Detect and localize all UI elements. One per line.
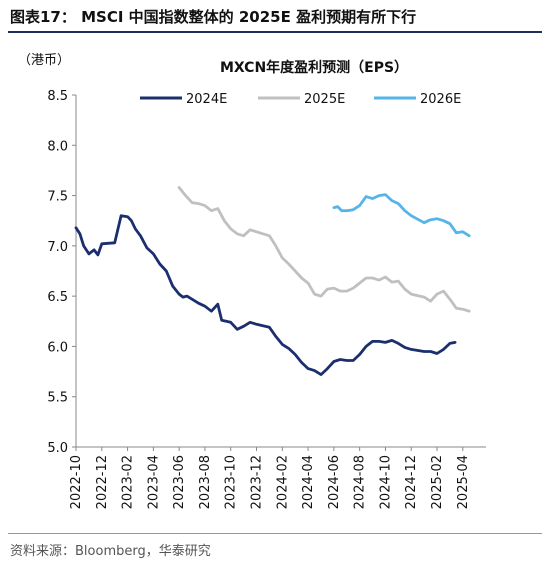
x-tick-label: 2023-04 [146,455,161,509]
series-layer [74,186,471,376]
x-tick-label: 2023-06 [172,455,187,509]
y-unit-label: （港币） [18,53,70,68]
x-tick-label: 2025-02 [430,455,445,509]
series-line-2026E [332,193,471,238]
series-line-2025E [177,186,471,313]
x-tick-label: 2023-12 [250,455,265,509]
x-tick-label: 2023-08 [198,455,213,509]
x-tick-label: 2024-10 [378,455,393,509]
x-tick-label: 2024-04 [301,455,316,509]
legend-label-2025E: 2025E [304,92,345,107]
x-tick-label: 2025-04 [456,455,471,509]
chart-title: MXCN年度盈利预测（EPS） [220,59,408,76]
x-tick-label: 2022-10 [69,455,84,509]
source-rule [8,533,542,534]
y-tick-label: 5.0 [47,441,68,456]
figure-title: 图表17： MSCI 中国指数整体的 2025E 盈利预期有所下行 [10,8,417,26]
y-tick-label: 6.0 [47,340,68,355]
x-tick-label: 2024-06 [327,455,342,509]
x-tick-label: 2024-02 [275,455,290,509]
y-tick-label: 7.5 [47,190,68,205]
legend-label-2026E: 2026E [420,92,461,107]
legend-label-2024E: 2024E [186,92,227,107]
y-tick-label: 5.5 [47,391,68,406]
x-tick-label: 2023-02 [121,455,136,509]
series-line-2024E [74,214,457,376]
x-tick-label: 2022-12 [95,455,110,509]
y-tick-label: 6.5 [47,290,68,305]
legend: 2024E 2025E 2026E [140,92,461,107]
x-tick-label: 2023-10 [224,455,239,509]
source-note: 资料来源：Bloomberg，华泰研究 [10,544,211,559]
title-rule [8,31,542,33]
y-tick-label: 7.0 [47,240,68,255]
y-tick-label: 8.0 [47,139,68,154]
y-tick-label: 8.5 [47,89,68,104]
x-tick-label: 2024-12 [404,455,419,509]
x-tick-label: 2024-08 [353,455,368,509]
